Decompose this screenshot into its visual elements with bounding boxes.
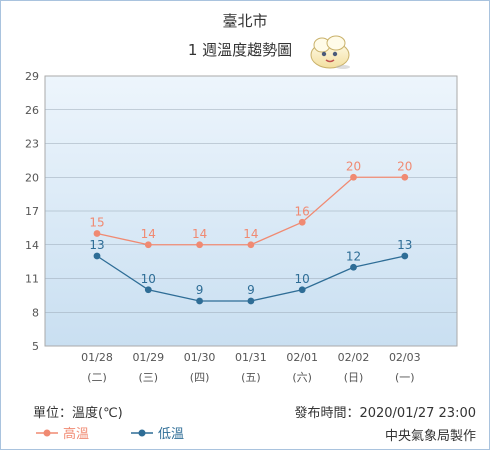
data-label-low: 10 — [141, 272, 156, 286]
x-tick-label: 02/03 — [389, 351, 421, 364]
y-tick-label: 11 — [25, 273, 39, 286]
data-point-low[interactable] — [247, 297, 255, 305]
publish-time: 發布時間：2020/01/27 23:00 — [294, 406, 476, 421]
x-tick-weekday: (二) — [87, 371, 107, 384]
data-point-high[interactable] — [93, 230, 101, 237]
x-tick-weekday: (五) — [241, 371, 261, 384]
y-tick-label: 5 — [32, 340, 39, 353]
x-tick-label: 01/31 — [235, 351, 267, 364]
y-tick-label: 20 — [25, 171, 39, 184]
data-label-high: 14 — [192, 227, 207, 241]
data-point-low[interactable] — [401, 252, 409, 260]
data-label-high: 15 — [89, 216, 104, 230]
x-tick-weekday: (四) — [190, 371, 210, 384]
x-tick-label: 02/02 — [338, 351, 370, 364]
data-label-low: 13 — [397, 238, 412, 252]
x-axis-ticks: 01/28 (二) 01/29 (三) 01/30 (四) 01/31 (五) 02/01 (六)… — [81, 351, 421, 384]
data-point-low[interactable] — [93, 252, 101, 260]
data-label-low: 13 — [89, 238, 104, 252]
data-point-high[interactable] — [298, 218, 306, 226]
data-label-high: 20 — [397, 159, 412, 173]
x-tick-label: 02/01 — [286, 351, 318, 364]
x-tick-weekday: (六) — [292, 371, 312, 384]
data-point-high[interactable] — [350, 173, 357, 181]
legend-high-marker-icon — [36, 429, 58, 436]
legend-item-high[interactable]: 高溫 — [35, 423, 89, 442]
producer-credit: 中央氣象局製作 — [384, 429, 476, 444]
y-tick-label: 26 — [25, 104, 39, 117]
data-point-low[interactable] — [196, 297, 204, 305]
data-point-low[interactable] — [144, 286, 152, 294]
data-label-high: 20 — [346, 159, 361, 173]
data-point-high[interactable] — [247, 241, 255, 249]
chart-title: 臺北市 — [222, 12, 267, 30]
legend-high-label: 高溫 — [63, 427, 90, 442]
data-label-low: 9 — [196, 283, 204, 297]
y-tick-label: 17 — [25, 205, 39, 218]
y-tick-label: 23 — [25, 138, 39, 151]
x-tick-label: 01/30 — [184, 351, 216, 364]
data-label-low: 12 — [346, 249, 361, 263]
y-axis-ticks: 5 8 11 14 17 20 23 26 29 — [25, 70, 39, 353]
data-point-high[interactable] — [196, 241, 204, 249]
y-tick-label: 14 — [25, 239, 39, 252]
data-label-low: 9 — [247, 283, 255, 297]
data-label-high: 16 — [295, 204, 310, 218]
legend-low-marker-icon — [131, 429, 153, 436]
data-label-low: 10 — [295, 272, 310, 286]
x-tick-weekday: (三) — [139, 371, 159, 384]
x-tick-weekday: (日) — [344, 371, 364, 384]
y-tick-label: 8 — [32, 306, 39, 319]
legend-low-label: 低溫 — [158, 427, 185, 442]
data-labels: 15 14 14 14 16 20 20 13 10 9 9 10 12 13 — [89, 159, 412, 297]
data-label-high: 14 — [243, 227, 258, 241]
x-tick-label: 01/29 — [132, 351, 164, 364]
legend-item-low[interactable]: 低溫 — [130, 423, 184, 442]
data-point-high[interactable] — [144, 241, 152, 249]
data-point-low[interactable] — [350, 263, 357, 271]
unit-label: 單位：溫度(℃) — [33, 406, 123, 421]
mascot-cloud-icon — [310, 35, 350, 69]
gridlines — [45, 109, 457, 313]
x-tick-label: 01/28 — [81, 351, 113, 364]
data-label-high: 14 — [141, 227, 156, 241]
data-point-high[interactable] — [401, 173, 409, 181]
x-tick-weekday: (一) — [395, 371, 415, 384]
y-tick-label: 29 — [25, 70, 39, 83]
data-point-low[interactable] — [298, 286, 306, 294]
chart-subtitle: 1 週溫度趨勢圖 — [188, 41, 292, 59]
series-lines — [93, 173, 409, 305]
